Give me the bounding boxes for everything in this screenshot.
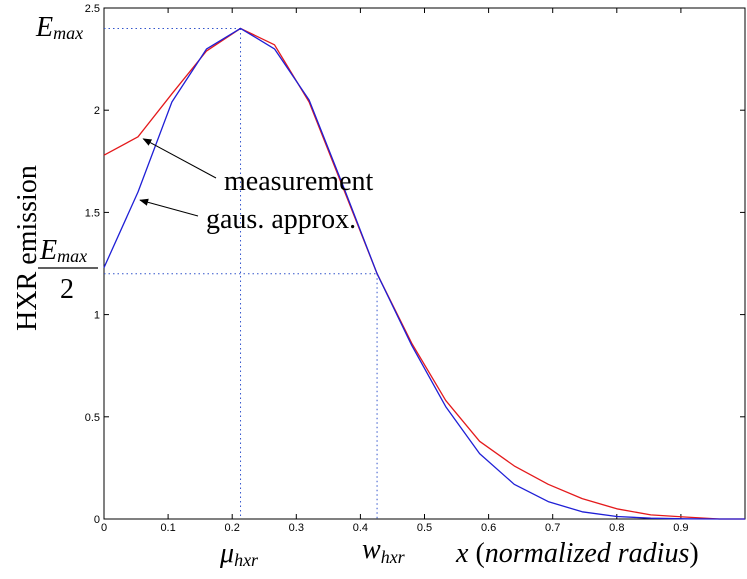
series-line-gaus-approx: [103, 27, 745, 520]
x-tick-label: 0.1: [160, 522, 175, 534]
annotation-gaus-approx: gaus. approx.: [206, 204, 356, 235]
annotation-arrow-0: [142, 138, 217, 179]
y-tick-label: 2: [94, 105, 100, 117]
x-tick-label: 0.5: [417, 522, 432, 534]
y-tick-label: 1.5: [85, 207, 100, 219]
x-tick-label: 0.4: [353, 522, 368, 534]
half-emax-denominator: 2: [60, 274, 74, 305]
w-hxr-label: whxr: [362, 534, 406, 567]
x-axis-label: x (normalized radius): [455, 538, 699, 569]
x-tick-label: 0: [101, 522, 107, 534]
annotation-measurement: measurement: [224, 166, 373, 197]
x-tick-label: 0.9: [673, 522, 688, 534]
y-tick-label: 2.5: [85, 3, 100, 15]
x-tick-label: 0.6: [481, 522, 496, 534]
plot-area: 0 0.1 0.2 0.3 0.4 0.5 0.6 0.7 0.8 0.9 0 0.5 1 1.5 2 2.5…: [12, 3, 746, 570]
y-tick-label: 1: [94, 310, 100, 322]
half-emax-numerator: Emax: [39, 235, 87, 266]
x-tick-label: 0.8: [609, 522, 624, 534]
x-tick-label: 0.7: [545, 522, 560, 534]
y-tick-label: 0.5: [85, 412, 100, 424]
y-axis-label: HXR emission: [12, 165, 43, 331]
plot-frame: [103, 7, 746, 520]
series-line-measurement: [103, 27, 745, 520]
annotation-arrow-1: [139, 198, 199, 217]
y-tick-label: 0: [94, 514, 100, 526]
x-tick-label: 0.3: [289, 522, 304, 534]
x-tick-label: 0.2: [225, 522, 240, 534]
emax-label: Emax: [35, 12, 83, 43]
mu-hxr-label: μhxr: [219, 538, 259, 570]
